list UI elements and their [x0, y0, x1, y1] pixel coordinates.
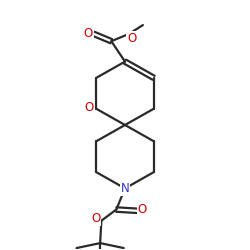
- Text: O: O: [127, 32, 136, 45]
- Text: O: O: [91, 212, 101, 225]
- Text: O: O: [138, 203, 147, 216]
- Text: O: O: [83, 27, 92, 40]
- Text: O: O: [85, 101, 94, 114]
- Text: N: N: [121, 182, 130, 195]
